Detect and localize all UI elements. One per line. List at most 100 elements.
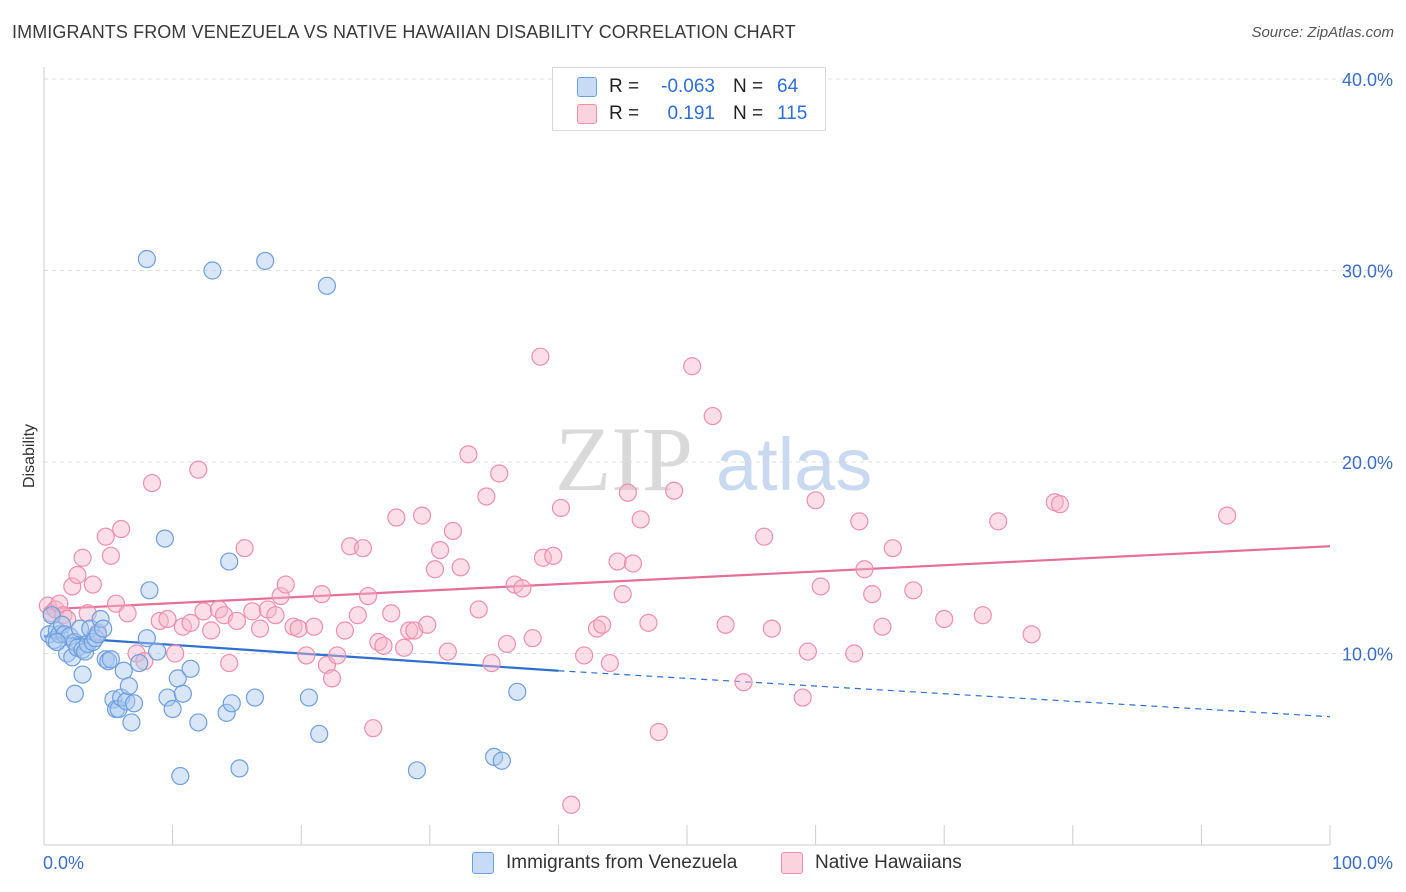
y-tick-label: 10.0%	[1342, 645, 1393, 665]
hawaiian-point	[312, 585, 331, 604]
hawaiian-point	[304, 617, 324, 636]
legend-swatch-blue	[472, 852, 494, 874]
legend-row-venezuela: R = -0.063 N = 64	[577, 74, 798, 100]
legend-n-value: 64	[777, 76, 799, 97]
hawaiian-point	[353, 539, 373, 558]
legend-n-label: N =	[733, 103, 764, 124]
hawaiian-point	[101, 546, 120, 565]
hawaiian-point	[850, 512, 869, 531]
stats-legend: R = -0.063 N = 64 R = 0.191 N = 115	[552, 67, 826, 131]
hawaiian-point	[194, 602, 213, 621]
legend-n-label: N =	[733, 76, 764, 97]
legend-item-venezuela: Immigrants from Venezuela	[472, 852, 737, 874]
venezuela-point	[137, 249, 156, 269]
hawaiian-point	[227, 611, 246, 631]
x-tick-labels: 0.0% 100.0%	[43, 853, 1393, 873]
hawaiian-point	[166, 644, 185, 663]
venezuela-point	[148, 642, 167, 661]
legend-item-hawaiian: Native Hawaiians	[781, 852, 962, 874]
venezuela-point	[230, 759, 249, 778]
hawaiian-point	[443, 521, 463, 541]
hawaiian-point	[243, 602, 262, 621]
venezuela-point	[88, 625, 108, 644]
hawaiian-point	[665, 481, 684, 500]
hawaiian-point	[497, 634, 517, 654]
venezuela-point	[492, 751, 511, 770]
hawaiian-point	[639, 613, 658, 632]
legend-n-value: 115	[777, 103, 808, 124]
hawaiian-point	[266, 606, 285, 625]
x-tick-label: 0.0%	[43, 853, 84, 873]
hawaiian-point	[181, 613, 200, 632]
hawaiian-point	[755, 527, 774, 546]
hawaiian-point	[158, 609, 177, 629]
trend-lines	[43, 545, 1331, 718]
hawaiian-point	[112, 519, 131, 539]
hawaiian-point	[58, 609, 77, 629]
legend-row-hawaiian: R = 0.191 N = 115	[577, 101, 807, 127]
hawaiian-point	[271, 586, 290, 606]
venezuela-point	[181, 659, 200, 678]
hawaiian-point	[575, 646, 594, 665]
hawaiian-point	[973, 606, 992, 625]
hawaiian-point	[523, 629, 542, 648]
series-legend: Immigrants from Venezuela Native Hawaiia…	[0, 852, 1406, 878]
hawaiian-point	[63, 577, 82, 596]
hawaiian-point	[358, 586, 378, 606]
chart-title: IMMIGRANTS FROM VENEZUELA VS NATIVE HAWA…	[12, 22, 796, 42]
venezuela-point	[163, 699, 182, 719]
venezuela-point	[189, 713, 208, 732]
legend-swatch-blue	[577, 77, 597, 97]
hawaiian-point	[73, 548, 92, 567]
legend-r-label: R =	[609, 76, 640, 97]
chart-source: Source: ZipAtlas.com	[1251, 24, 1394, 41]
hawaiian-point	[618, 483, 637, 502]
hawaiian-point	[935, 609, 954, 629]
hawaiian-point	[96, 527, 115, 546]
hawaiian-point	[806, 491, 825, 510]
hawaiian-point	[1022, 625, 1041, 644]
y-tick-label: 40.0%	[1342, 70, 1393, 90]
hawaiian-point	[631, 510, 650, 529]
hawaiian-point	[469, 600, 488, 619]
gridlines	[44, 78, 1394, 654]
y-tick-label: 30.0%	[1342, 262, 1393, 282]
hawaiian-point	[863, 585, 882, 604]
legend-label-hawaiian: Native Hawaiians	[815, 852, 962, 873]
hawaiian-point	[202, 621, 221, 640]
hawaiian-point	[762, 619, 781, 638]
watermark-zip: ZIP	[555, 408, 693, 510]
hawaiian-point	[209, 600, 228, 619]
hawaiian-point	[250, 619, 270, 638]
hawaiian-point	[477, 487, 496, 506]
hawaiian-point	[394, 638, 414, 657]
hawaiian-point	[904, 581, 923, 600]
hawaiian-point	[412, 506, 432, 525]
hawaiian-point	[328, 646, 347, 665]
venezuela-point	[155, 529, 174, 548]
hawaiian-point	[289, 619, 308, 638]
venezuela-point	[73, 640, 92, 659]
hawaiian-point	[482, 653, 501, 673]
venezuela-point	[508, 682, 527, 701]
venezuela-point	[407, 761, 427, 780]
hawaiian-point	[883, 539, 902, 558]
hawaiian-point	[459, 445, 478, 464]
venezuela-point	[73, 665, 92, 684]
venezuela-point	[130, 653, 149, 673]
hawaiian-point	[531, 347, 550, 366]
legend-swatch-pink	[781, 852, 803, 874]
venezuela-point	[158, 688, 177, 707]
x-tick-label: 100.0%	[1332, 853, 1393, 873]
hawaiian-point	[1218, 506, 1237, 525]
hawaiian-point	[118, 604, 137, 623]
hawaiian-point	[989, 512, 1008, 531]
hawaiian-point	[430, 540, 450, 560]
hawaiian-point	[364, 719, 383, 738]
hawaiian-point	[189, 460, 208, 479]
watermark: ZIP atlas	[555, 408, 872, 510]
venezuela-point	[96, 650, 115, 669]
venezuela-point	[220, 552, 239, 571]
hawaiian-point	[873, 617, 892, 636]
